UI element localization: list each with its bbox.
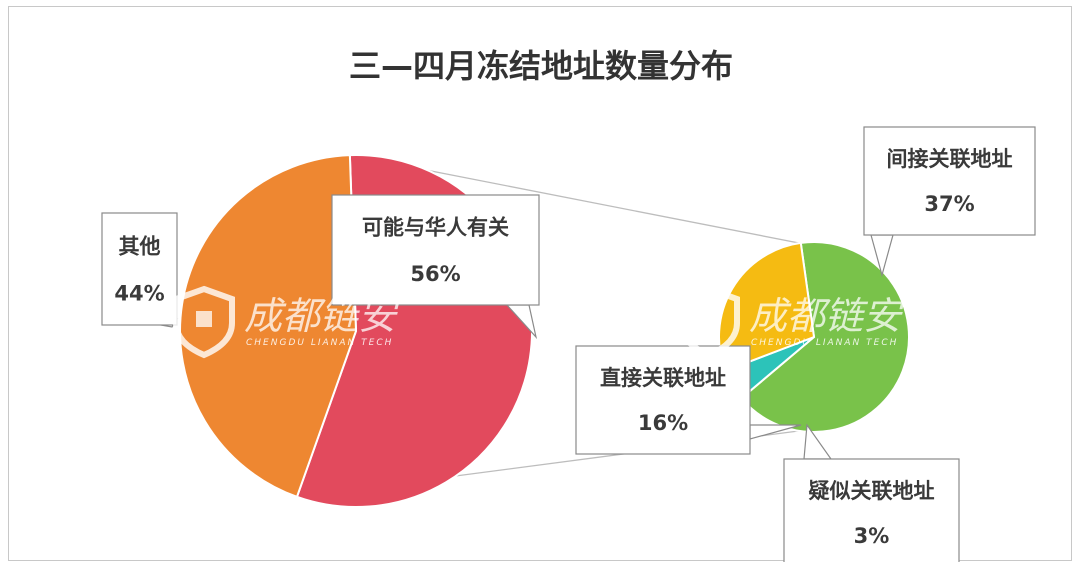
callout-sub-1-box — [783, 458, 960, 562]
sub-pie-label-1: 疑似关联地址 — [809, 479, 935, 503]
callout-sub-2: 直接关联地址 16% — [575, 345, 802, 455]
watermark-text: 成都链安 — [244, 294, 400, 338]
callout-sub-0: 间接关联地址 37% — [863, 126, 1036, 278]
main-pie-value-1: 44% — [114, 281, 164, 305]
sub-pie-label-2: 直接关联地址 — [600, 366, 726, 390]
callout-sub-1: 疑似关联地址 3% — [783, 423, 960, 562]
watermark-text: 成都链安 — [749, 294, 905, 338]
pie-of-pie-chart: 三—四月冻结地址数量分布 可能与华人有关 56% 其他 44% 间接关联地址 37% 直接关… — [101, 47, 1036, 562]
sub-pie-value-2: 16% — [638, 411, 688, 435]
watermark-logo-icon — [678, 285, 740, 359]
callout-main-0: 可能与华人有关 56% — [331, 194, 540, 340]
main-pie-label-0: 可能与华人有关 — [362, 216, 509, 240]
watermark-logo-block — [196, 311, 212, 327]
chart-title: 三—四月冻结地址数量分布 — [349, 47, 733, 85]
chart-frame: 三—四月冻结地址数量分布 可能与华人有关 56% 其他 44% 间接关联地址 37% 直接关… — [8, 6, 1072, 562]
main-pie-slice-1 — [179, 154, 358, 499]
sub-pie-label-0: 间接关联地址 — [887, 147, 1013, 171]
main-pie-label-1: 其他 — [119, 234, 161, 258]
callout-main-1: 其他 44% — [101, 212, 179, 328]
watermark-subtext: CHENGDU LIANAN TECH — [751, 338, 898, 348]
callout-main-1-box — [101, 212, 178, 326]
sub-pie-value-1: 3% — [854, 524, 890, 548]
watermark-subtext: CHENGDU LIANAN TECH — [246, 338, 393, 348]
main-pie-value-0: 56% — [410, 262, 460, 286]
watermark-logo-block — [701, 311, 717, 327]
callout-sub-0-box — [863, 126, 1036, 236]
watermark-logo-icon — [173, 285, 235, 359]
callout-main-0-box — [331, 194, 540, 306]
callout-sub-2-box — [575, 345, 751, 455]
callouts: 可能与华人有关 56% 其他 44% 间接关联地址 37% 直接关联地址 16% 疑似关联地址 3… — [101, 126, 1036, 562]
sub-pie-value-0: 37% — [924, 192, 974, 216]
